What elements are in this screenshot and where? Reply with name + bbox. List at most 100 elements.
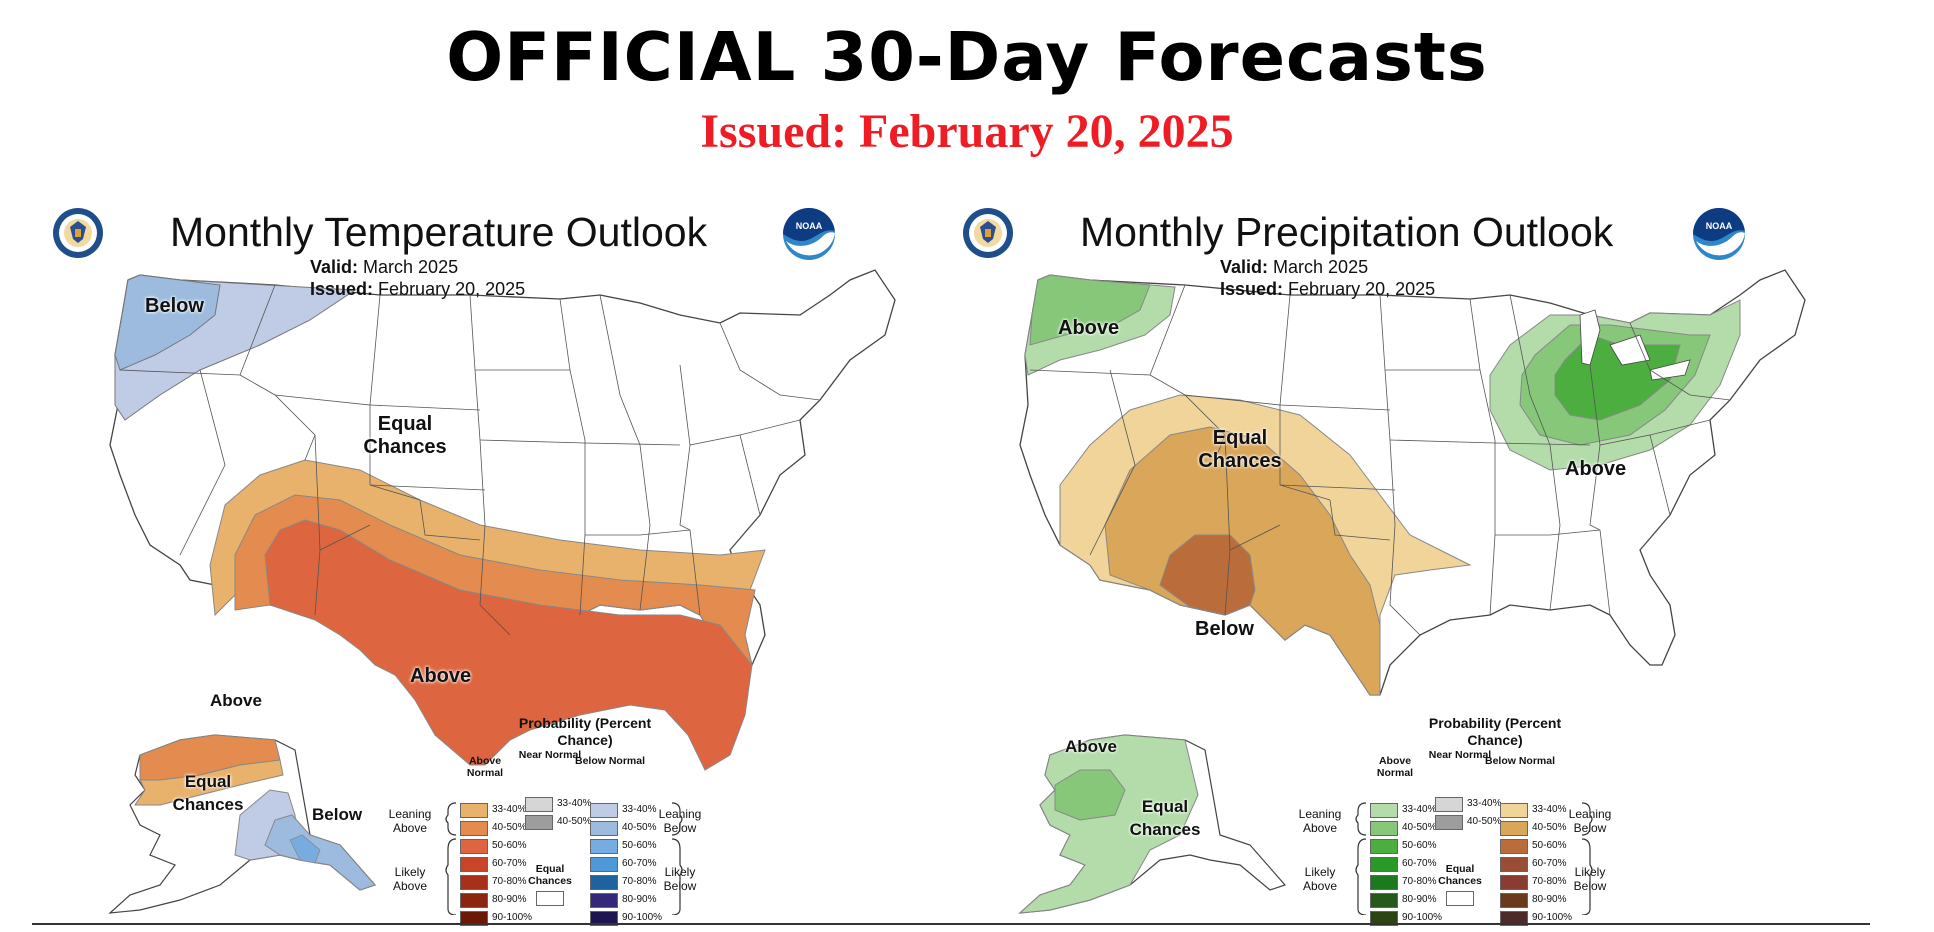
precip-sw-below-50 — [1159, 534, 1256, 616]
legend-swatch-above — [460, 893, 488, 908]
valid-value: March 2025 — [363, 257, 459, 277]
legend-leaning-above: Leaning Above — [388, 807, 432, 835]
legend-swatch-above — [1370, 857, 1398, 872]
region-label-center: Equal Chances — [363, 413, 447, 458]
legend-swatch-label: 40-50% — [1402, 822, 1437, 833]
legend-swatch-below — [1500, 821, 1528, 836]
legend-swatch-above — [1370, 839, 1398, 854]
legend-swatch-near — [525, 815, 553, 830]
region-label-ak-west: Equal Chances — [172, 772, 244, 814]
legend-swatch-label: 50-60% — [1402, 840, 1437, 851]
legend-likely-above: Likely Above — [1302, 865, 1338, 893]
legend-title: Probability (Percent Chance) — [518, 715, 652, 748]
legend-swatch-label: 50-60% — [622, 840, 657, 851]
legend-swatch-label: 70-80% — [1532, 876, 1567, 887]
svg-text:NOAA: NOAA — [796, 221, 823, 231]
legend-swatch-below — [1500, 911, 1528, 926]
legend-swatch-label: 50-60% — [492, 840, 527, 851]
legend-swatch-label: 33-40% — [1532, 804, 1567, 815]
bottom-rule — [32, 923, 1870, 925]
state-boundaries — [119, 284, 821, 636]
valid-label: Valid: — [1220, 257, 1269, 277]
region-label-ak-north: Above — [210, 691, 262, 710]
alaska-above-33 — [134, 759, 284, 806]
region-label-nw: Above — [1058, 317, 1120, 339]
legend-swatch-label: 33-40% — [1402, 804, 1437, 815]
legend-swatch-label: 60-70% — [492, 858, 527, 869]
legend-equal-chances: Equal Chances — [1438, 863, 1482, 887]
probability-legend: Probability (Percent Chance) Above Normal… — [1299, 715, 1760, 926]
legend-swatch-label: 70-80% — [1402, 876, 1437, 887]
legend-swatch-label: 33-40% — [557, 798, 592, 809]
legend-swatch-above — [460, 875, 488, 890]
legend-col-above: Above Normal — [1376, 755, 1414, 779]
noaa-logo-icon: NOAA — [1692, 207, 1746, 261]
issued-label: Issued: — [310, 279, 374, 299]
legend-swatch-below — [590, 893, 618, 908]
legend-leaning-above: Leaning Above — [1298, 807, 1342, 835]
legend-swatch-equal — [1446, 891, 1474, 906]
alaska-below-50 — [289, 834, 321, 864]
legend-swatch-above — [1370, 821, 1398, 836]
great-lakes — [1579, 309, 1691, 381]
legend-swatch-above — [460, 857, 488, 872]
issued-value: February 20, 2025 — [378, 279, 526, 299]
legend-swatch-label: 33-40% — [622, 804, 657, 815]
temp-nw-below-dark — [114, 274, 221, 371]
legend-swatch-label: 40-50% — [557, 816, 592, 827]
legend-swatch-above — [1370, 893, 1398, 908]
legend-swatch-below — [590, 875, 618, 890]
region-label-south: Below — [1195, 618, 1254, 640]
legend-swatch-below — [590, 821, 618, 836]
svg-text:NOAA: NOAA — [1706, 221, 1733, 231]
alaska-above-40 — [1054, 769, 1126, 821]
temperature-outlook-panel: NOAA Monthly Temperature Outlook Valid: … — [40, 195, 910, 926]
legend-swatch-label: 90-100% — [1532, 912, 1573, 923]
legend-swatch-below — [590, 839, 618, 854]
legend-swatch-above — [1370, 803, 1398, 818]
legend-swatch-below — [1500, 875, 1528, 890]
legend-swatch-label: 40-50% — [1532, 822, 1567, 833]
legend-swatch-below — [1500, 839, 1528, 854]
region-label-ak-west: Above — [1065, 737, 1117, 756]
legend-swatch-above — [1370, 911, 1398, 926]
panel-title: Monthly Precipitation Outlook — [1080, 209, 1614, 255]
legend-swatch-label: 40-50% — [1467, 816, 1502, 827]
region-label-ak-south: Equal Chances — [1129, 797, 1201, 839]
panel-title: Monthly Temperature Outlook — [170, 209, 708, 255]
temperature-outlook-map — [108, 269, 896, 914]
legend-swatch-above — [460, 821, 488, 836]
legend-swatch-below — [1500, 803, 1528, 818]
legend-swatch-label: 90-100% — [492, 912, 533, 923]
legend-title: Probability (Percent Chance) — [1428, 715, 1562, 748]
valid-value: March 2025 — [1273, 257, 1369, 277]
legend-swatch-below — [1500, 857, 1528, 872]
legend-swatch-below — [590, 803, 618, 818]
legend-swatch-label: 50-60% — [1532, 840, 1567, 851]
region-label-east: Above — [1565, 458, 1627, 480]
legend-swatch-label: 70-80% — [622, 876, 657, 887]
legend-swatch-below — [590, 857, 618, 872]
legend-swatch-near — [525, 797, 553, 812]
valid-line: Valid: March 2025 — [310, 257, 458, 278]
alaska-below-dark — [264, 814, 376, 891]
legend-col-above: Above Normal — [466, 755, 504, 779]
legend-swatch-label: 40-50% — [492, 822, 527, 833]
valid-label: Valid: — [310, 257, 359, 277]
legend-likely-below: Likely Below — [1573, 865, 1607, 893]
region-label-ak-south: Below — [312, 805, 363, 824]
legend-swatch-near — [1435, 797, 1463, 812]
state-boundaries — [1029, 284, 1731, 636]
legend-swatch-label: 60-70% — [1402, 858, 1437, 869]
legend-swatch-equal — [536, 891, 564, 906]
page-title: OFFICIAL 30-Day Forecasts — [446, 18, 1488, 96]
legend-swatch-above — [1370, 875, 1398, 890]
probability-legend: Probability (Percent Chance) Above Normal… — [389, 715, 850, 926]
legend-swatch-label: 80-90% — [492, 894, 527, 905]
legend-swatch-label: 60-70% — [622, 858, 657, 869]
legend-likely-above: Likely Above — [392, 865, 428, 893]
legend-braces — [1355, 802, 1593, 915]
legend-swatch-above — [460, 839, 488, 854]
legend-swatch-label: 70-80% — [492, 876, 527, 887]
legend-col-below: Below Normal — [1485, 755, 1556, 767]
